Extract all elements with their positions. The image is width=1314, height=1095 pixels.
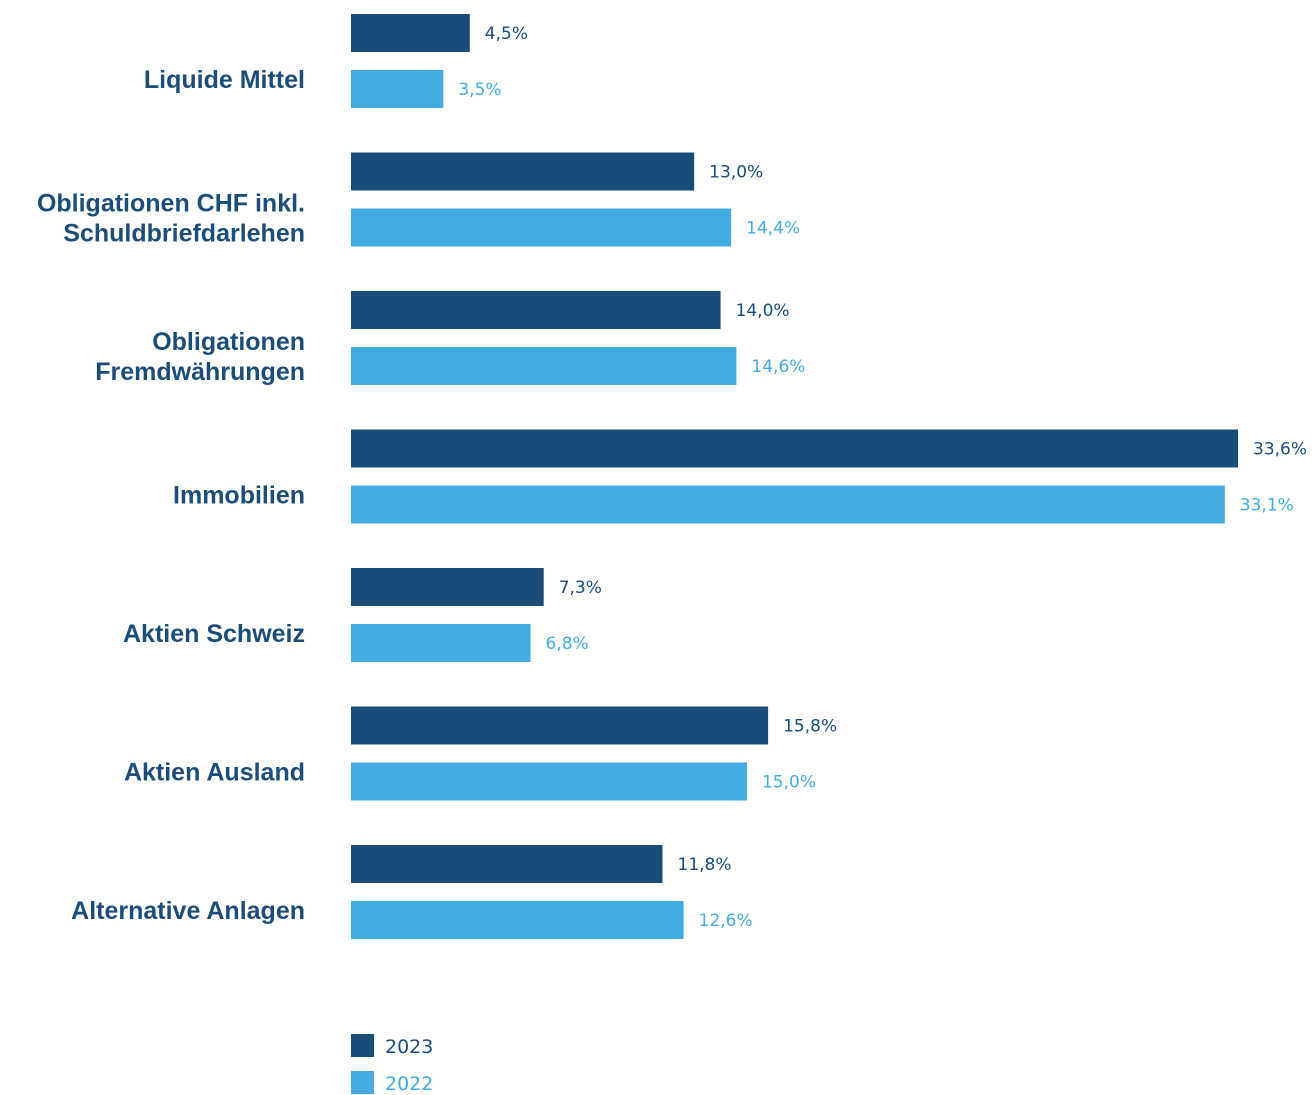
legend-label: 2023 <box>385 1036 433 1058</box>
value-labels: 4,5% 3,5% 13,0% 14,4% 14,0% 14,6% 33,6% 33,1% 7,… <box>458 24 1307 931</box>
category-label-line: Aktien Ausland <box>124 759 305 787</box>
bar-2023 <box>351 152 695 191</box>
category-label: Aktien Ausland <box>124 759 305 787</box>
bar-2022 <box>351 901 684 939</box>
category-label: Immobilien <box>173 482 305 510</box>
value-label: 14,0% <box>736 301 790 321</box>
bar-2022 <box>351 70 444 108</box>
category-label: Obligationen Fremdwährungen <box>95 328 305 386</box>
bar-2023 <box>351 429 1238 468</box>
category-label-line: Immobilien <box>173 482 305 510</box>
value-label: 33,6% <box>1253 440 1307 460</box>
bar-2023 <box>351 845 663 883</box>
value-label: 14,6% <box>751 357 805 377</box>
category-label-line: Liquide Mittel <box>144 66 305 94</box>
category-label: Aktien Schweiz <box>123 620 305 648</box>
category-label: Liquide Mittel <box>144 66 305 94</box>
legend: 2023 2022 <box>351 1034 433 1095</box>
value-label: 14,4% <box>746 219 800 239</box>
category-label-line: Fremdwährungen <box>95 358 305 386</box>
bar-2022 <box>351 347 737 385</box>
bar-2022 <box>351 762 747 801</box>
value-label: 7,3% <box>559 578 602 598</box>
bar-2022 <box>351 485 1225 524</box>
bar-2023 <box>351 14 470 52</box>
value-label: 3,5% <box>458 80 501 100</box>
bar-2023 <box>351 568 544 606</box>
bar-2023 <box>351 291 721 329</box>
category-label-line: Aktien Schweiz <box>123 620 305 648</box>
category-label-line: Obligationen <box>152 328 305 356</box>
value-label: 33,1% <box>1240 496 1294 516</box>
category-label: Alternative Anlagen <box>71 897 305 925</box>
value-label: 13,0% <box>709 163 763 183</box>
bars <box>351 14 1238 939</box>
category-label: Obligationen CHF inkl. Schuldbriefdarlehe… <box>37 190 305 248</box>
value-label: 4,5% <box>485 24 528 44</box>
value-label: 12,6% <box>699 911 753 931</box>
legend-swatch <box>351 1071 374 1094</box>
bar-2022 <box>351 208 732 247</box>
bar-2023 <box>351 706 769 745</box>
category-labels: Liquide Mittel Obligationen CHF inkl. Schu… <box>37 66 305 925</box>
value-label: 6,8% <box>546 634 589 654</box>
legend-swatch <box>351 1034 374 1057</box>
legend-label: 2022 <box>385 1073 433 1095</box>
category-label-line: Obligationen CHF inkl. <box>37 190 305 218</box>
bar-2022 <box>351 624 531 662</box>
value-label: 15,0% <box>762 773 816 793</box>
category-label-line: Alternative Anlagen <box>71 897 305 925</box>
value-label: 15,8% <box>783 717 837 737</box>
category-label-line: Schuldbriefdarlehen <box>63 220 305 248</box>
value-label: 11,8% <box>678 855 732 875</box>
